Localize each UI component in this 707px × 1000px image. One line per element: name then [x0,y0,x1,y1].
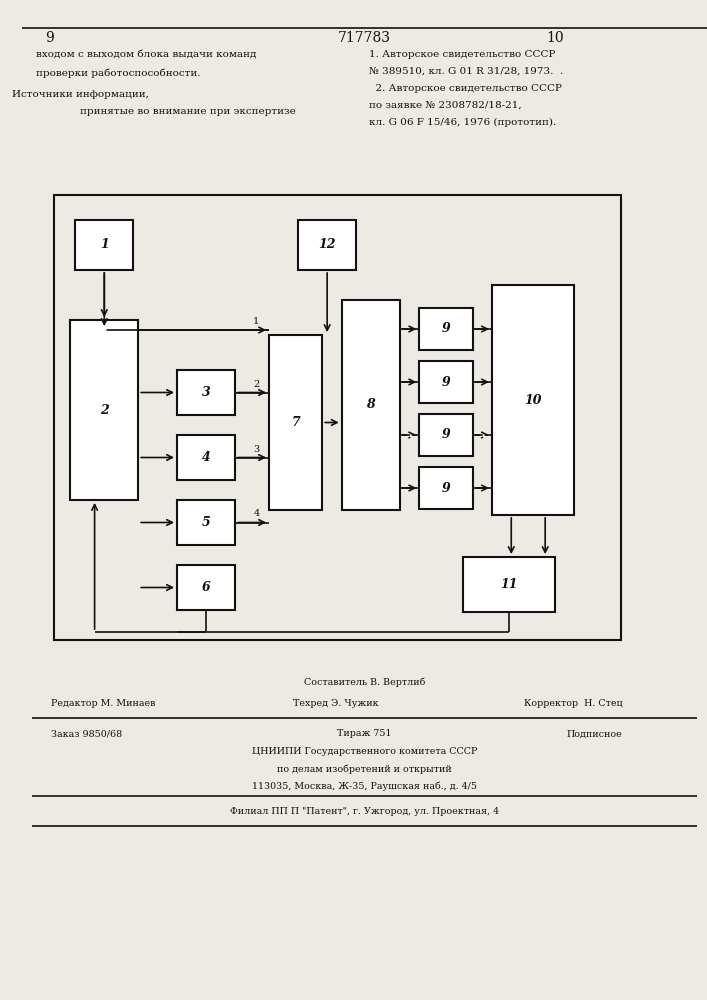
Text: Корректор  Н. Стец: Корректор Н. Стец [524,700,623,708]
Text: 3: 3 [201,386,211,399]
Text: 11: 11 [500,578,518,591]
Text: кл. G 06 F 15/46, 1976 (прототип).: кл. G 06 F 15/46, 1976 (прототип). [369,118,556,127]
Bar [419,414,472,456]
Text: 1: 1 [100,238,109,251]
Bar [177,500,235,545]
Text: 9: 9 [441,322,450,336]
Text: ЦНИИПИ Государственного комитета СССР: ЦНИИПИ Государственного комитета СССР [252,748,477,756]
Bar [419,467,472,509]
Text: 1: 1 [253,317,259,326]
Bar [75,220,134,270]
Text: 10: 10 [525,393,542,406]
Text: Редактор М. Минаев: Редактор М. Минаев [51,700,156,708]
Text: по заявке № 2308782/18-21,: по заявке № 2308782/18-21, [369,101,522,110]
Text: Филиал ПП П "Патент", г. Ужгород, ул. Проектная, 4: Филиал ПП П "Патент", г. Ужгород, ул. Пр… [230,808,499,816]
Text: 717783: 717783 [338,31,391,45]
Bar [177,435,235,480]
Text: 4: 4 [201,451,211,464]
Text: Подписное: Подписное [567,730,623,738]
Text: 1. Авторское свидетельство СССР: 1. Авторское свидетельство СССР [369,50,555,59]
Bar [298,220,356,270]
Bar [419,361,472,403]
Text: Техред Э. Чужик: Техред Э. Чужик [293,700,378,708]
Text: 2. Авторское свидетельство СССР: 2. Авторское свидетельство СССР [369,84,561,93]
Text: Источники информации,: Источники информации, [11,90,148,99]
Bar [341,300,400,510]
Text: 9: 9 [441,375,450,388]
Text: 10: 10 [546,31,563,45]
Bar [492,285,574,515]
Text: Заказ 9850/68: Заказ 9850/68 [51,730,122,738]
Text: принятые во внимание при экспертизе: принятые во внимание при экспертизе [80,107,296,116]
Text: 9: 9 [441,482,450,494]
Text: 7: 7 [291,416,300,429]
Bar [177,370,235,415]
Bar [419,308,472,350]
Text: 6: 6 [201,581,211,594]
Text: 5: 5 [201,516,211,529]
Text: 2: 2 [253,380,259,389]
Text: Составитель В. Вертлиб: Составитель В. Вертлиб [304,677,425,687]
Text: 8: 8 [366,398,375,412]
Text: 9: 9 [45,31,54,45]
Text: 9: 9 [441,428,450,442]
Bar [177,565,235,610]
Text: 113035, Москва, Ж-35, Раушская наб., д. 4/5: 113035, Москва, Ж-35, Раушская наб., д. … [252,781,477,791]
Text: Тираж 751: Тираж 751 [337,730,392,738]
Text: проверки работоспособности.: проверки работоспособности. [37,68,201,78]
Text: № 389510, кл. G 01 R 31/28, 1973.  .: № 389510, кл. G 01 R 31/28, 1973. . [369,67,563,76]
Bar [269,335,322,510]
Text: 3: 3 [253,444,259,454]
Text: по делам изобретений и открытий: по делам изобретений и открытий [277,764,452,774]
Bar [54,195,621,640]
Bar [463,557,555,612]
Bar [71,320,138,500]
Text: 4: 4 [253,510,259,519]
Text: 2: 2 [100,403,109,416]
Text: 12: 12 [318,238,336,251]
Text: входом с выходом блока выдачи команд: входом с выходом блока выдачи команд [37,50,257,59]
